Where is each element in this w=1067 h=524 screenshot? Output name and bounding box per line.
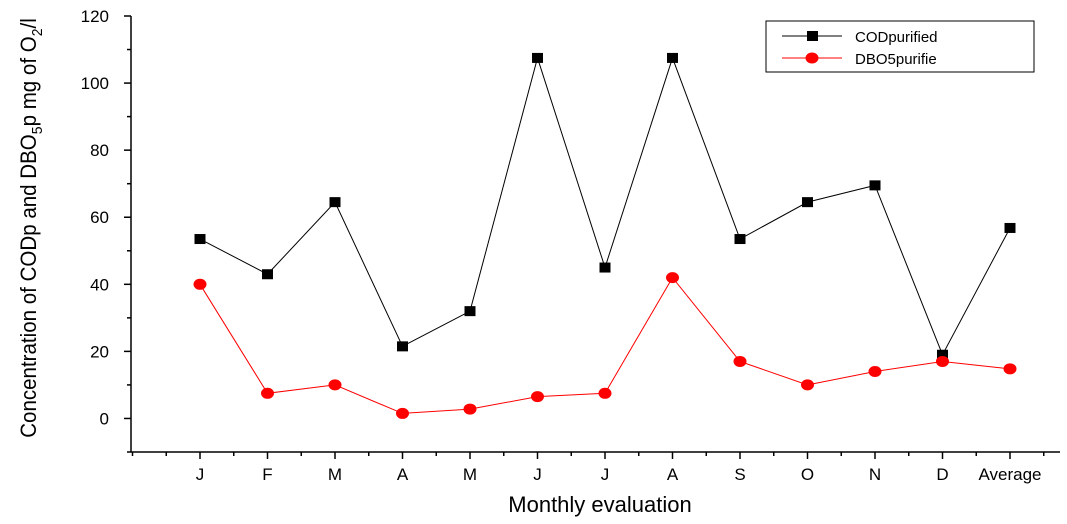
y-axis-title-sub1: 5 [30,126,47,134]
y-tick-label: 0 [100,409,109,428]
data-point-circle [261,387,274,399]
x-tick-label: O [801,465,814,484]
y-tick-label: 40 [90,275,109,294]
y-axis-title-mid: p mg of O [16,36,41,126]
data-point-square [464,306,476,317]
x-ticks: J F M A M J J A S O N D Average [131,452,1045,484]
series-2 [193,272,1017,419]
x-tick-label: A [667,465,679,484]
data-point-square [397,341,408,352]
data-point-square [599,262,611,273]
data-point-circle [1003,363,1017,375]
data-point-circle [531,391,544,403]
data-point-circle [936,355,949,367]
x-tick-label: J [601,465,610,484]
x-axis-title: Monthly evaluation [508,492,691,517]
legend-marker-circle [805,52,819,64]
x-tick-label: M [463,465,477,484]
x-tick-label: M [328,465,342,484]
series-1 [194,52,1016,360]
data-point-circle [801,379,814,391]
y-axis-title-sub2: 2 [30,28,47,36]
legend: CODpurified DBO5purifie [765,20,1035,73]
data-point-square [329,197,341,208]
data-point-square [869,180,881,191]
data-point-circle [733,355,747,367]
data-point-square [1004,222,1016,233]
legend-label: CODpurified [855,29,938,46]
data-point-square [194,234,206,245]
y-axis-title-prefix: Concentration of CODp and DBO [16,134,41,438]
data-point-square [802,197,813,208]
data-point-circle [463,403,477,415]
data-point-circle [868,366,882,378]
data-point-square [937,349,948,360]
legend-marker-square [807,31,818,41]
data-point-circle [328,379,342,391]
y-ticks: 0 20 40 60 80 100 120 [81,7,131,453]
x-tick-label: J [196,465,205,484]
y-tick-label: 80 [90,141,109,160]
legend-box [765,20,1035,73]
x-tick-label: N [869,465,881,484]
y-tick-label: 60 [90,208,109,227]
y-tick-label: 20 [90,342,109,361]
data-point-circle [598,387,612,399]
data-point-circle [193,278,207,290]
y-tick-label: 100 [81,74,109,93]
data-point-circle [666,272,679,284]
series-line [199,56,1011,356]
y-axis-title-suffix: /l [16,18,41,28]
x-tick-label: S [734,465,745,484]
x-tick-label: D [936,465,948,484]
data-point-square [532,52,543,63]
series-layer [193,52,1017,419]
x-tick-label: A [397,465,409,484]
data-point-square [667,52,678,63]
legend-items: CODpurified DBO5purifie [782,29,938,68]
data-point-square [734,234,746,245]
x-tick-label: F [262,465,272,484]
x-tick-label: Average [978,465,1041,484]
y-tick-label: 120 [81,7,109,26]
y-axis-title: Concentration of CODp and DBO5p mg of O2… [16,18,46,438]
data-point-square [262,269,273,280]
x-tick-label: J [533,465,542,484]
axes [130,16,1060,453]
data-point-circle [396,407,409,419]
legend-label: DBO5purifie [855,51,937,68]
